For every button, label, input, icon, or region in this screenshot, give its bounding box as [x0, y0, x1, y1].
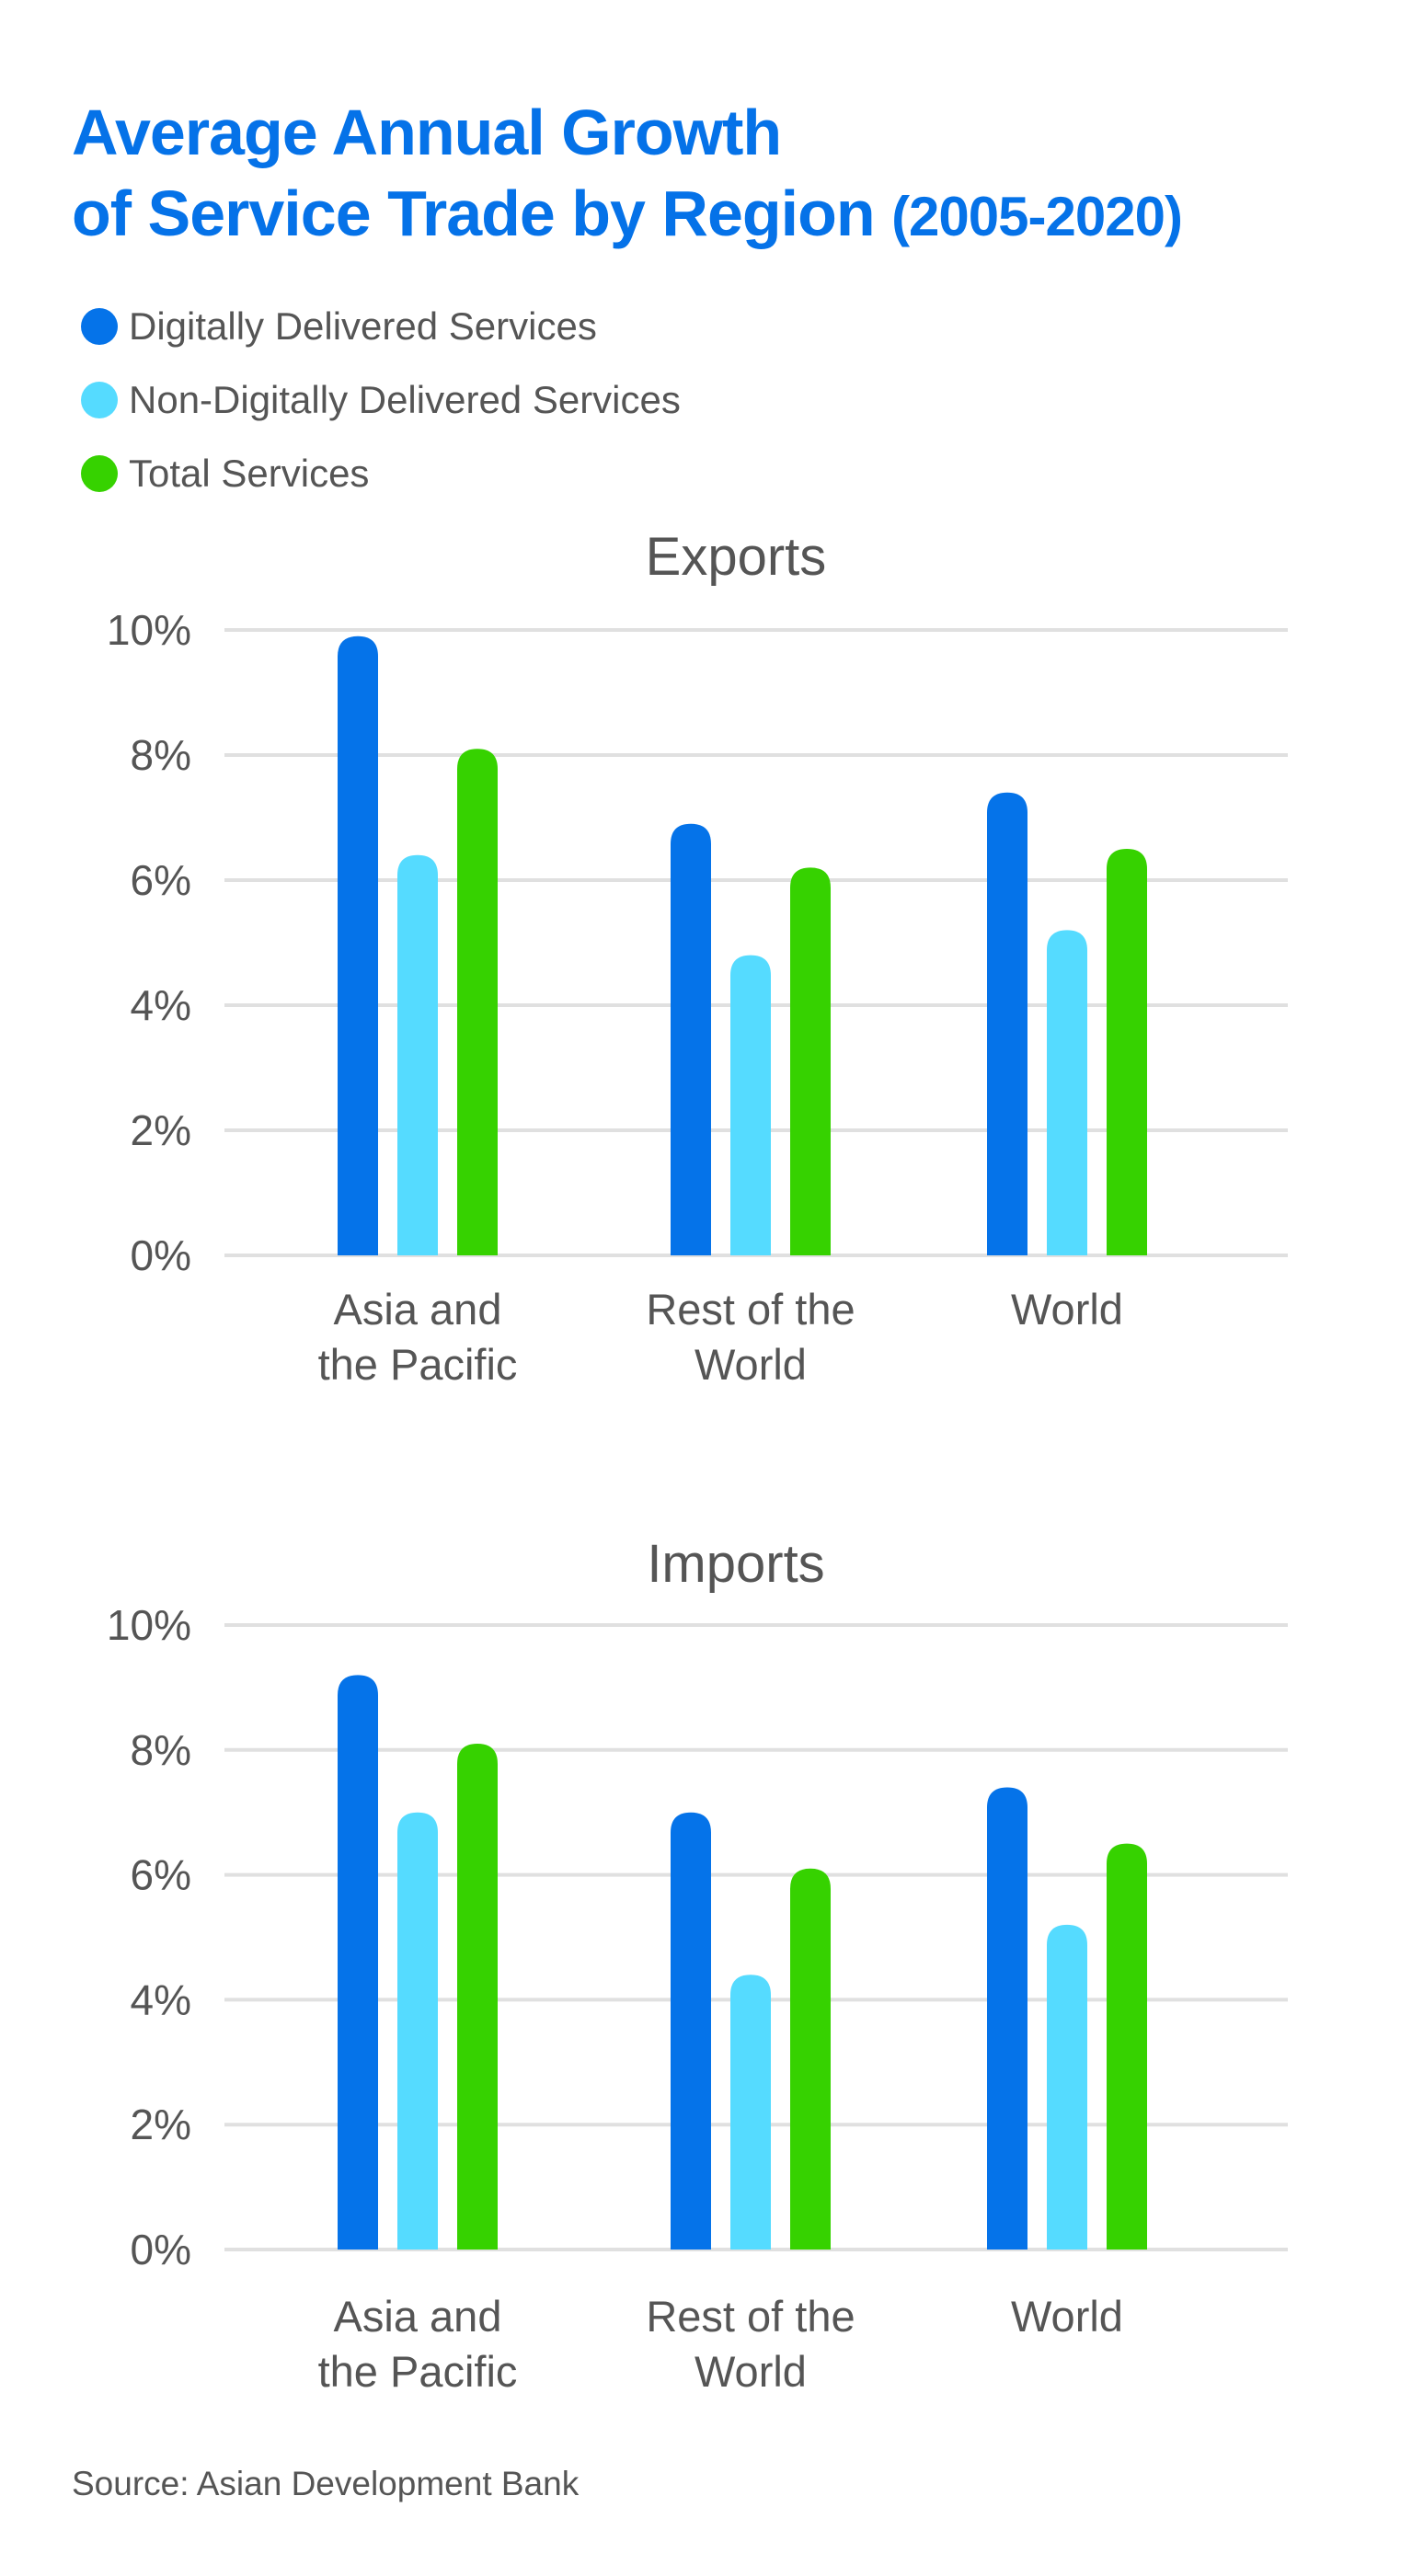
- bar-exports-2-1: [790, 867, 831, 1255]
- x-category-label: Asia and: [334, 2292, 502, 2341]
- exports-chart-title: Exports: [646, 527, 827, 587]
- legend-dot-icon: [81, 382, 118, 418]
- bar-imports-2-1: [790, 1868, 831, 2250]
- bar-exports-0-1: [671, 823, 711, 1255]
- legend-label: Total Services: [129, 452, 370, 495]
- x-category-label: the Pacific: [318, 1340, 518, 1389]
- title-period: (2005-2020): [891, 186, 1183, 247]
- bar-exports-0-0: [338, 635, 378, 1255]
- bar-imports-0-2: [987, 1787, 1027, 2250]
- legend-item-digital: Digitally Delivered Services: [81, 290, 681, 363]
- bar-imports-1-0: [397, 1812, 438, 2250]
- legend: Digitally Delivered Services Non-Digital…: [81, 290, 681, 510]
- bar-exports-1-1: [730, 955, 771, 1255]
- x-category-label: World: [1011, 1285, 1123, 1334]
- legend-dot-icon: [81, 308, 118, 345]
- bar-exports-1-0: [397, 854, 438, 1255]
- y-tick-label: 0%: [131, 2226, 191, 2273]
- y-tick-label: 2%: [131, 2101, 191, 2148]
- x-category-label: Rest of the: [646, 1285, 855, 1334]
- y-tick-label: 10%: [107, 606, 191, 654]
- bar-exports-0-2: [987, 792, 1027, 1255]
- x-category-label: Asia and: [334, 1285, 502, 1334]
- y-tick-label: 8%: [131, 1726, 191, 1774]
- bar-exports-2-0: [457, 749, 498, 1255]
- legend-label: Digitally Delivered Services: [129, 304, 597, 348]
- y-tick-label: 6%: [131, 1851, 191, 1899]
- y-tick-label: 0%: [131, 1231, 191, 1279]
- imports-chart-title: Imports: [647, 1534, 824, 1594]
- bar-imports-0-1: [671, 1812, 711, 2250]
- y-tick-label: 4%: [131, 981, 191, 1029]
- title-line-1: Average Annual Growth: [72, 97, 782, 168]
- y-tick-label: 10%: [107, 1601, 191, 1649]
- x-category-label: World: [695, 1340, 807, 1389]
- y-tick-label: 6%: [131, 856, 191, 904]
- bar-imports-2-2: [1107, 1843, 1147, 2250]
- title-line-2: of Service Trade by Region: [72, 177, 876, 249]
- y-tick-label: 8%: [131, 731, 191, 779]
- x-category-label: the Pacific: [318, 2347, 518, 2396]
- legend-label: Non-Digitally Delivered Services: [129, 378, 681, 421]
- bar-imports-1-1: [730, 1975, 771, 2250]
- bar-exports-1-2: [1047, 930, 1087, 1255]
- chart-title: Average Annual Growth of Service Trade b…: [72, 92, 1183, 258]
- legend-dot-icon: [81, 455, 118, 492]
- x-category-label: World: [1011, 2292, 1123, 2341]
- legend-item-non-digital: Non-Digitally Delivered Services: [81, 363, 681, 437]
- y-tick-label: 4%: [131, 1975, 191, 2023]
- y-tick-label: 2%: [131, 1106, 191, 1154]
- bar-imports-1-2: [1047, 1924, 1087, 2250]
- source-note: Source: Asian Development Bank: [72, 2465, 580, 2502]
- bar-imports-0-0: [338, 1675, 378, 2250]
- x-category-label: World: [695, 2347, 807, 2396]
- bar-imports-2-0: [457, 1744, 498, 2250]
- x-category-label: Rest of the: [646, 2292, 855, 2341]
- bar-exports-2-2: [1107, 849, 1147, 1255]
- legend-item-total: Total Services: [81, 437, 681, 510]
